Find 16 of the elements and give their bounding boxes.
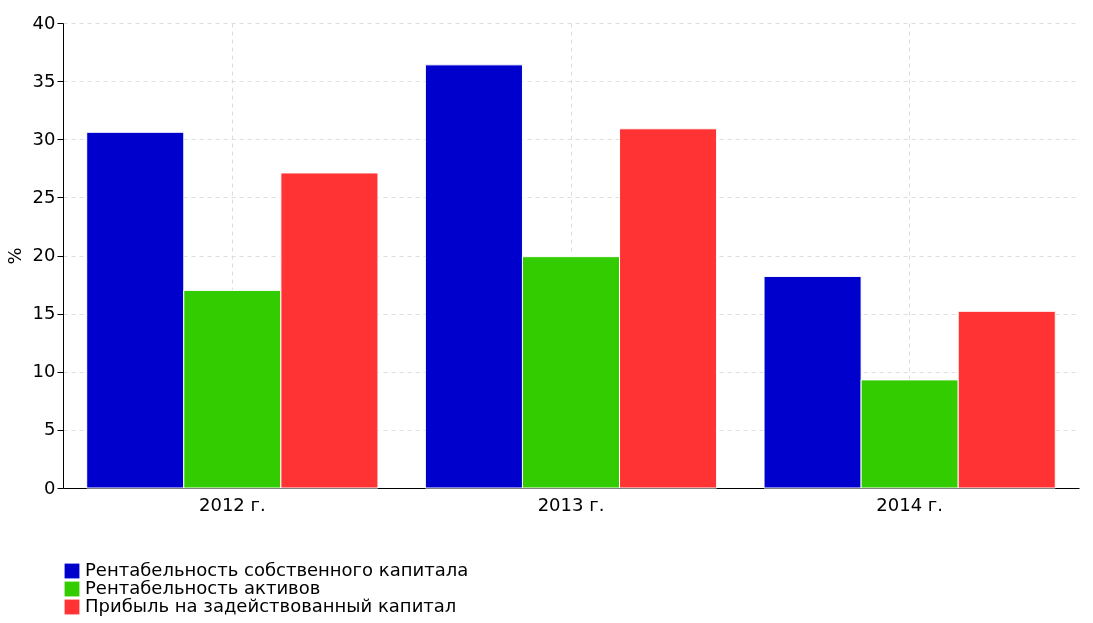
y-tick-label: 30 [32, 127, 56, 149]
legend-label: Рентабельность собственного капитала [85, 559, 469, 580]
y-tick-label: 0 [44, 476, 56, 498]
y-tick-label: 40 [32, 11, 56, 33]
y-tick-label: 25 [32, 185, 56, 207]
y-axis-title: % [3, 247, 25, 265]
y-tick-label: 5 [44, 418, 56, 440]
y-tick-label: 15 [32, 302, 56, 324]
y-tick-label: 20 [32, 244, 56, 265]
x-tick-label: 2013 г. [537, 493, 605, 515]
legend-label: Рентабельность активов [85, 577, 321, 598]
y-tick-label: 35 [32, 69, 56, 91]
y-tick-label: 10 [32, 360, 56, 382]
x-tick-label: 2012 г. [198, 493, 266, 515]
x-tick-label: 2014 г. [876, 493, 944, 515]
legend-label: Прибыль на задействованный капитал [85, 595, 457, 616]
